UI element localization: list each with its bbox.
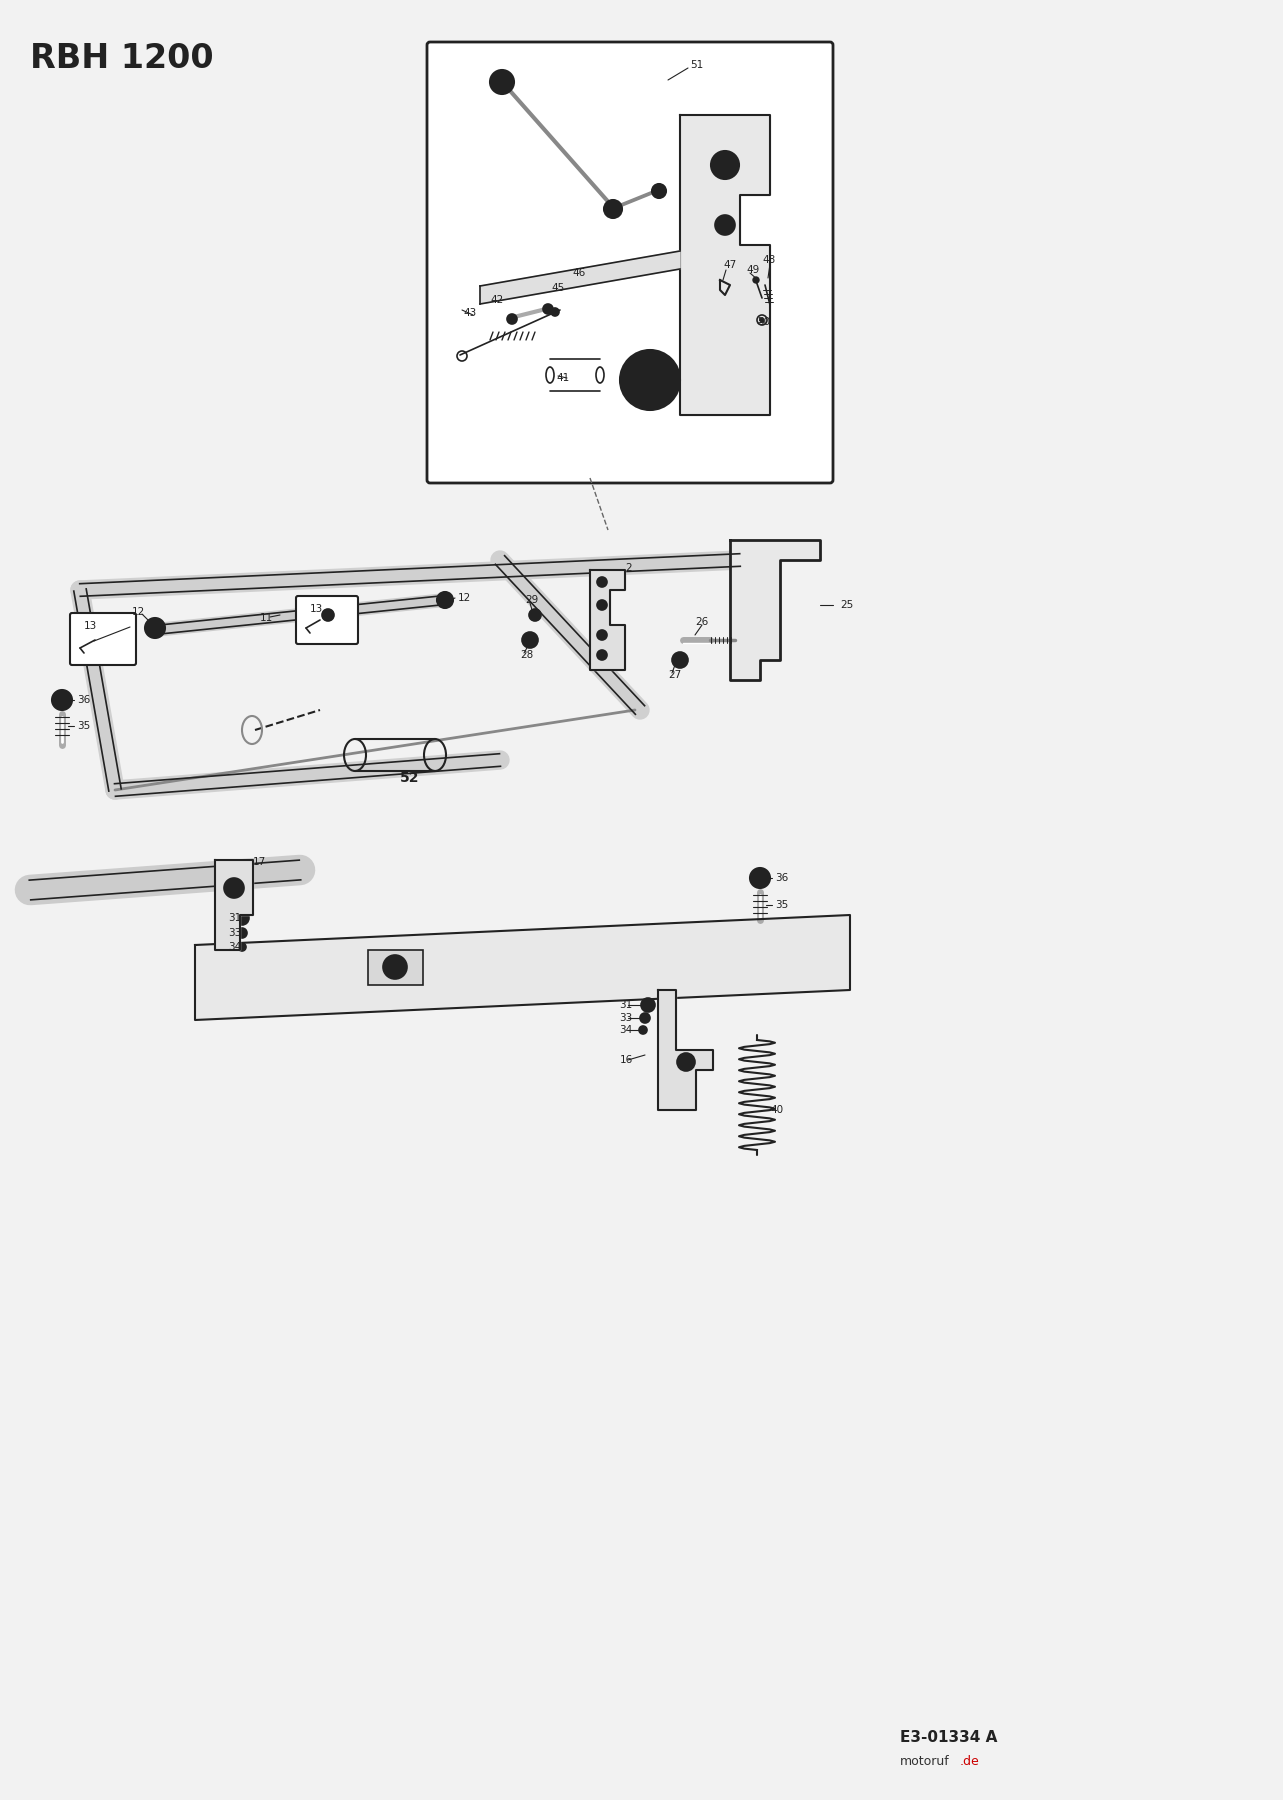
Circle shape [497,77,507,86]
Text: 2: 2 [625,563,631,572]
Circle shape [597,650,607,661]
Circle shape [597,599,607,610]
Text: 40: 40 [770,1105,783,1114]
Circle shape [643,373,657,387]
Circle shape [652,184,666,198]
Circle shape [438,592,453,608]
Circle shape [715,214,735,236]
Circle shape [527,637,532,643]
Circle shape [718,158,731,171]
Circle shape [522,632,538,648]
Text: 48: 48 [762,256,775,265]
Text: 29: 29 [525,596,539,605]
Text: 17: 17 [253,857,267,868]
Text: 45: 45 [550,283,565,293]
Bar [368,950,423,985]
Text: 27: 27 [668,670,681,680]
Text: 28: 28 [520,650,534,661]
Polygon shape [680,115,770,416]
Text: 35: 35 [775,900,788,911]
Circle shape [760,319,763,322]
FancyBboxPatch shape [296,596,358,644]
Text: 13: 13 [310,605,323,614]
Circle shape [633,362,668,398]
Text: 52: 52 [400,770,420,785]
Circle shape [145,617,166,637]
Text: 42: 42 [490,295,503,304]
Text: 50: 50 [757,317,770,328]
Circle shape [443,598,448,603]
Circle shape [507,313,517,324]
Text: .de: .de [960,1755,980,1768]
Text: 31: 31 [228,913,241,923]
Circle shape [677,1053,695,1071]
Text: 51: 51 [690,59,703,70]
Circle shape [597,630,607,641]
Circle shape [490,70,514,94]
Text: 11: 11 [260,614,273,623]
Polygon shape [590,571,625,670]
Circle shape [751,868,770,887]
Circle shape [753,277,760,283]
Polygon shape [658,990,713,1111]
Circle shape [384,956,407,979]
Polygon shape [480,250,680,304]
Text: 33: 33 [618,1013,633,1022]
Text: 33: 33 [228,929,241,938]
Text: 43: 43 [463,308,476,319]
Circle shape [322,608,334,621]
Circle shape [676,655,684,664]
Text: 12: 12 [458,592,471,603]
Text: RBH 1200: RBH 1200 [30,41,214,76]
FancyBboxPatch shape [427,41,833,482]
Circle shape [151,625,159,632]
Text: 31: 31 [618,1001,633,1010]
Text: E3-01334 A: E3-01334 A [899,1730,997,1744]
Circle shape [543,304,553,313]
Circle shape [529,608,541,621]
Text: 49: 49 [745,265,760,275]
Circle shape [597,578,607,587]
Text: 36: 36 [775,873,788,884]
Circle shape [754,873,765,884]
Circle shape [604,200,622,218]
Text: 34: 34 [228,941,241,952]
FancyBboxPatch shape [71,614,136,664]
Text: 46: 46 [572,268,585,277]
Circle shape [711,151,739,178]
Circle shape [56,695,67,706]
Circle shape [642,997,656,1012]
Circle shape [672,652,688,668]
Text: motoruf: motoruf [899,1755,949,1768]
Text: 16: 16 [620,1055,634,1066]
Circle shape [53,689,72,709]
Text: 47: 47 [724,259,736,270]
Circle shape [239,943,246,950]
Text: 41: 41 [556,373,570,383]
Text: 13: 13 [83,621,98,632]
Polygon shape [195,914,851,1021]
Text: 25: 25 [840,599,853,610]
Circle shape [640,1013,650,1022]
Polygon shape [216,860,253,950]
Circle shape [237,929,248,938]
Text: 35: 35 [77,722,90,731]
Text: 12: 12 [132,607,145,617]
Circle shape [620,349,680,410]
Text: 36: 36 [77,695,90,706]
Circle shape [225,878,244,898]
Text: 34: 34 [618,1024,633,1035]
Polygon shape [730,540,820,680]
Circle shape [235,911,249,925]
Circle shape [639,1026,647,1033]
Text: 26: 26 [695,617,708,626]
Text: 44: 44 [630,391,643,400]
Circle shape [550,308,559,317]
